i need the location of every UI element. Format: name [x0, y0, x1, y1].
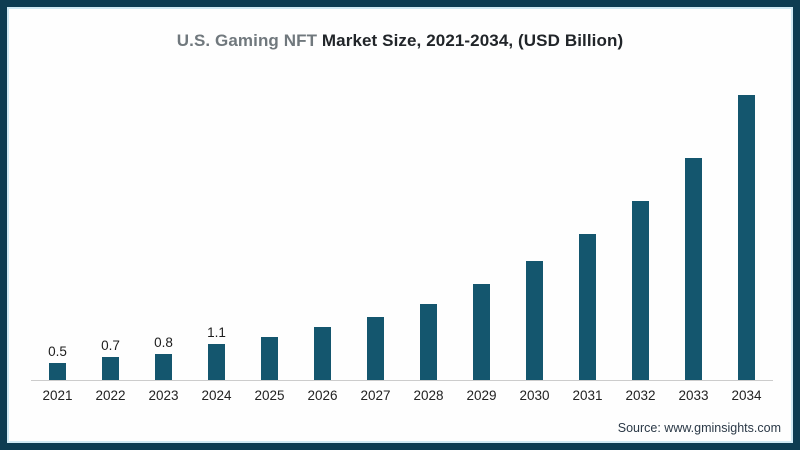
bar-group: [561, 91, 614, 380]
bar-2030: [526, 260, 543, 380]
x-axis-label: 2033: [678, 388, 709, 403]
x-axis-label: 2021: [42, 388, 73, 403]
chart-canvas: U.S. Gaming NFT Market Size, 2021-2034, …: [7, 7, 793, 443]
bar-2021: [49, 363, 66, 380]
bar-2026: [314, 327, 331, 380]
chart-title-rest: Market Size, 2021-2034, (USD Billion): [317, 31, 624, 50]
x-axis-label: 2023: [148, 388, 179, 403]
x-axis-label: 2027: [360, 388, 391, 403]
bar-2033: [685, 158, 702, 380]
bar-2025: [261, 336, 278, 380]
bar-chart: 0.5 0.7 0.8 1.1 2021 2022 2023 2024 2025 2026 202…: [31, 91, 773, 403]
x-axis-label: 2024: [201, 388, 232, 403]
bar-group: 1.1: [190, 91, 243, 380]
x-axis-label: 2025: [254, 388, 285, 403]
x-axis-label: 2026: [307, 388, 338, 403]
bar-group: [455, 91, 508, 380]
bar-value-label: 0.8: [154, 334, 173, 350]
plot-area: 0.5 0.7 0.8 1.1: [31, 91, 773, 381]
bar-2022: [102, 356, 119, 380]
bar-2027: [367, 317, 384, 380]
x-axis: 2021 2022 2023 2024 2025 2026 2027 2028 2029 2030…: [31, 388, 773, 403]
x-axis-label: 2034: [731, 388, 762, 403]
bar-group: [349, 91, 402, 380]
bar-2024: [208, 343, 225, 380]
bar-value-label: 0.5: [48, 344, 67, 360]
chart-title-keyword: U.S. Gaming NFT: [176, 31, 318, 50]
bar-value-label: 1.1: [207, 324, 226, 340]
x-axis-label: 2028: [413, 388, 444, 403]
x-axis-label: 2030: [519, 388, 550, 403]
bar-group: 0.5: [31, 91, 84, 380]
x-axis-label: 2032: [625, 388, 656, 403]
bar-group: 0.7: [84, 91, 137, 380]
bar-2028: [420, 303, 437, 380]
bar-2029: [473, 283, 490, 380]
x-axis-label: 2022: [95, 388, 126, 403]
bar-2034: [738, 95, 755, 380]
chart-title: U.S. Gaming NFT Market Size, 2021-2034, …: [9, 31, 791, 51]
bar-group: [720, 91, 773, 380]
bar-group: [508, 91, 561, 380]
bar-group: [296, 91, 349, 380]
bar-group: 0.8: [137, 91, 190, 380]
x-axis-label: 2031: [572, 388, 603, 403]
bar-2032: [632, 201, 649, 380]
bar-group: [243, 91, 296, 380]
bar-2023: [155, 353, 172, 380]
x-axis-label: 2029: [466, 388, 497, 403]
bar-value-label: 0.7: [101, 337, 120, 353]
source-credit: Source: www.gminsights.com: [617, 421, 781, 435]
bar-2031: [579, 234, 596, 380]
bar-group: [402, 91, 455, 380]
bar-group: [667, 91, 720, 380]
bar-group: [614, 91, 667, 380]
